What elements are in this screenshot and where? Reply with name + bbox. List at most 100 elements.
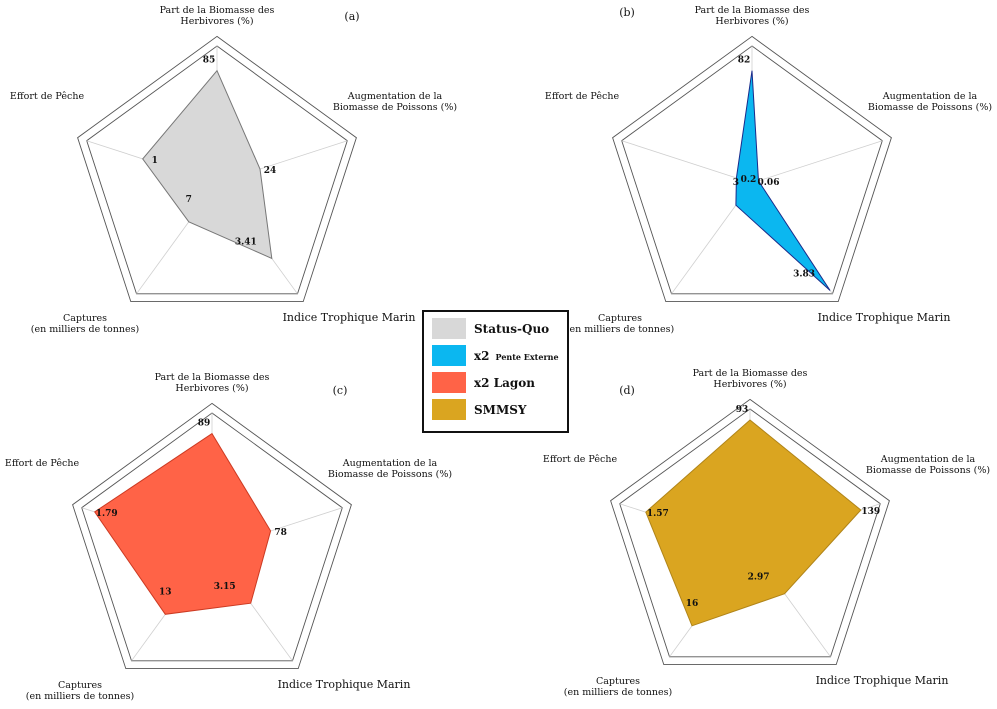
value-label: 78: [274, 528, 287, 538]
axis-label-line: (en milliers de tonnes): [564, 687, 672, 698]
axis-label-line: Effort de Pêche: [545, 91, 620, 102]
axis-label: Captures (en milliers de tonnes): [26, 680, 134, 702]
axis-label-line: Biomasse de Poissons (%): [868, 102, 992, 113]
legend-label: x2 Pente Externe: [474, 349, 559, 363]
pentagon-frame-1: [81, 412, 343, 662]
axis-label: Captures (en milliers de tonnes): [31, 313, 139, 335]
value-label: 139: [861, 507, 880, 517]
axis-label-line: Captures: [63, 313, 107, 324]
axis-label-line: Part de la Biomasse des: [695, 5, 810, 16]
axis-label-line: Herbivores (%): [180, 16, 253, 27]
value-label: 0.2: [741, 175, 757, 185]
legend-label: SMMSY: [474, 403, 527, 417]
value-label: 0.06: [758, 178, 780, 188]
radar-panel-2: 82 0.06 3.83 3 0.2 Part de la Biomasse des Her…: [545, 5, 992, 335]
axis-label: Indice Trophique Marin: [283, 311, 416, 324]
axis-label-line: Indice Trophique Marin: [283, 311, 416, 324]
axis-label-line: Augmentation de la: [347, 91, 443, 102]
value-label: 3.15: [214, 582, 236, 592]
axis-label: Augmentation de la Biomasse de Poissons (…: [328, 458, 452, 480]
data-polygon: [94, 432, 272, 615]
axis-label-line: Indice Trophique Marin: [818, 311, 951, 324]
data-polygon: [142, 69, 273, 260]
data-polygon: [645, 419, 862, 627]
axis-label: Augmentation de la Biomasse de Poissons (…: [866, 454, 990, 476]
legend-swatch: [432, 372, 466, 393]
axis-label: Effort de Pêche: [5, 458, 80, 469]
pentagon-frame-2: [72, 402, 352, 670]
axis-label-line: Herbivores (%): [715, 16, 788, 27]
axis-label-line: Part de la Biomasse des: [693, 368, 808, 379]
panel-tag: (a): [344, 10, 359, 23]
value-label: 24: [264, 166, 277, 176]
value-label: 1: [152, 156, 158, 166]
pentagon-frame-2: [612, 35, 892, 303]
axis-label-line: Herbivores (%): [175, 383, 248, 394]
pentagon-frame-1: [621, 45, 883, 295]
axis-label-line: (en milliers de tonnes): [566, 324, 674, 335]
axis-label-line: Biomasse de Poissons (%): [328, 469, 452, 480]
radar-panel-4: 93 139 2.97 16 1.57 Part de la Biomasse des He…: [543, 368, 990, 698]
axis-spoke: [751, 140, 883, 184]
axis-label: Indice Trophique Marin: [816, 674, 949, 687]
panel-tag: (d): [619, 384, 635, 397]
pentagon-frame-2: [77, 35, 357, 303]
value-label: 16: [686, 599, 699, 609]
axis-label-line: Indice Trophique Marin: [816, 674, 949, 687]
axis-label: Effort de Pêche: [543, 454, 618, 465]
axis-label-line: Part de la Biomasse des: [160, 5, 275, 16]
radar-panel-1: 85 24 3.41 7 1 Part de la Biomasse des Herbivo…: [10, 5, 457, 335]
axis-label-line: Effort de Pêche: [10, 91, 85, 102]
legend-swatch: [432, 399, 466, 420]
value-label: 7: [186, 195, 192, 205]
legend-label-suffix: Pente Externe: [496, 352, 559, 362]
axis-label-line: Effort de Pêche: [5, 458, 80, 469]
axis-label-line: Biomasse de Poissons (%): [333, 102, 457, 113]
axis-label: Indice Trophique Marin: [818, 311, 951, 324]
axis-label: Part de la Biomasse des Herbivores (%): [155, 372, 270, 394]
axis-label: Captures (en milliers de tonnes): [566, 313, 674, 335]
value-label: 89: [198, 419, 211, 429]
axis-label-line: Captures: [598, 313, 642, 324]
value-label: 85: [203, 56, 216, 66]
axis-spoke: [621, 140, 753, 184]
pentagon-frame-1: [619, 408, 881, 658]
value-label: 82: [738, 56, 751, 66]
axis-label-line: Captures: [596, 676, 640, 687]
axis-label-line: Augmentation de la: [880, 454, 976, 465]
axis-label-line: Captures: [58, 680, 102, 691]
value-label: 1.57: [647, 509, 669, 519]
axis-label: Effort de Pêche: [10, 91, 85, 102]
value-label: 3.41: [235, 237, 257, 247]
axis-label-line: Biomasse de Poissons (%): [866, 465, 990, 476]
axis-label-line: Augmentation de la: [342, 458, 438, 469]
pentagon-frame-2: [610, 398, 890, 666]
value-label: 2.97: [748, 573, 770, 583]
axis-label-line: (en milliers de tonnes): [26, 691, 134, 702]
axis-label: Effort de Pêche: [545, 91, 620, 102]
data-polygon: [735, 70, 831, 291]
axis-label-line: Indice Trophique Marin: [278, 678, 411, 691]
legend-swatch: [432, 318, 466, 339]
axis-label: Part de la Biomasse des Herbivores (%): [695, 5, 810, 27]
axis-label: Augmentation de la Biomasse de Poissons (…: [333, 91, 457, 113]
axis-label: Part de la Biomasse des Herbivores (%): [160, 5, 275, 27]
axis-label-line: Herbivores (%): [713, 379, 786, 390]
value-label: 13: [159, 587, 172, 597]
radar-panel-3: 89 78 3.15 13 1.79 Part de la Biomasse des Her…: [5, 372, 452, 702]
axis-label: Indice Trophique Marin: [278, 678, 411, 691]
panel-tag: (b): [619, 6, 635, 19]
axis-label-line: Effort de Pêche: [543, 454, 618, 465]
value-label: 1.79: [96, 509, 118, 519]
panel-tag: (c): [333, 384, 348, 397]
value-label: 3: [733, 178, 739, 188]
value-label: 3.83: [793, 270, 815, 280]
legend-label: Status-Quo: [474, 322, 549, 336]
pentagon-frame-1: [86, 45, 348, 295]
legend-label: x2 Lagon: [474, 376, 535, 390]
axis-label: Captures (en milliers de tonnes): [564, 676, 672, 698]
legend: Status-Quo x2 Pente Externe x2 Lagon SMMSY: [422, 310, 569, 433]
axis-label-line: Part de la Biomasse des: [155, 372, 270, 383]
axis-label-line: Augmentation de la: [882, 91, 978, 102]
